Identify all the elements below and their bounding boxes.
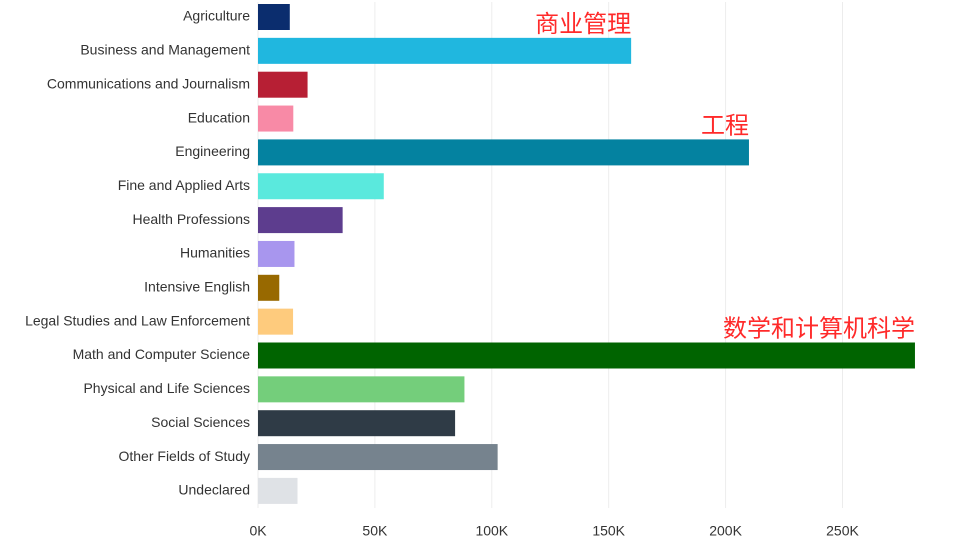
category-label: Legal Studies and Law Enforcement bbox=[25, 312, 250, 328]
category-label: Intensive English bbox=[144, 279, 250, 295]
bar-health-professions bbox=[258, 207, 343, 234]
x-tick-label: 250K bbox=[826, 523, 859, 539]
bar-physical-and-life-sciences bbox=[258, 376, 465, 403]
bar-intensive-english bbox=[258, 274, 280, 301]
bar-agriculture bbox=[258, 4, 290, 30]
bar-fine-and-applied-arts bbox=[258, 173, 384, 200]
bar-humanities bbox=[258, 240, 295, 267]
category-label: Business and Management bbox=[80, 42, 250, 58]
x-tick-label: 150K bbox=[592, 523, 625, 539]
category-label: Social Sciences bbox=[151, 414, 250, 430]
bar-communications-and-journalism bbox=[258, 71, 308, 98]
bar-math-and-computer-science bbox=[258, 342, 915, 369]
x-tick-label: 0K bbox=[249, 523, 267, 539]
bar-engineering bbox=[258, 139, 749, 166]
bar-business-and-management bbox=[258, 37, 632, 64]
category-label: Health Professions bbox=[132, 211, 250, 227]
bars bbox=[258, 4, 915, 504]
bar-undeclared bbox=[258, 477, 298, 504]
category-labels: Agriculture Business and Management Commun… bbox=[25, 8, 250, 498]
category-label: Fine and Applied Arts bbox=[118, 177, 250, 193]
x-axis-ticks: 0K 50K 100K 150K 200K 250K bbox=[249, 523, 859, 539]
x-tick-label: 50K bbox=[362, 523, 388, 539]
category-label: Other Fields of Study bbox=[118, 448, 250, 464]
bar-other-fields-of-study bbox=[258, 444, 498, 471]
category-label: Agriculture bbox=[183, 8, 250, 24]
category-label: Humanities bbox=[180, 245, 250, 261]
bar-education bbox=[258, 105, 294, 132]
x-tick-label: 100K bbox=[475, 523, 508, 539]
category-label: Communications and Journalism bbox=[47, 75, 250, 91]
category-label: Math and Computer Science bbox=[73, 346, 251, 362]
category-label: Undeclared bbox=[178, 482, 250, 498]
x-tick-label: 200K bbox=[709, 523, 742, 539]
category-label: Education bbox=[188, 109, 250, 125]
annotation-business-and-management: 商业管理 bbox=[535, 11, 631, 38]
annotation-math-and-computer-science: 数学和计算机科学 bbox=[723, 316, 915, 343]
category-label: Engineering bbox=[175, 143, 250, 159]
bar-social-sciences bbox=[258, 410, 456, 437]
category-label: Physical and Life Sciences bbox=[83, 380, 250, 396]
annotation-engineering: 工程 bbox=[701, 112, 749, 139]
bar-legal-studies-and-law-enforcement bbox=[258, 308, 294, 335]
